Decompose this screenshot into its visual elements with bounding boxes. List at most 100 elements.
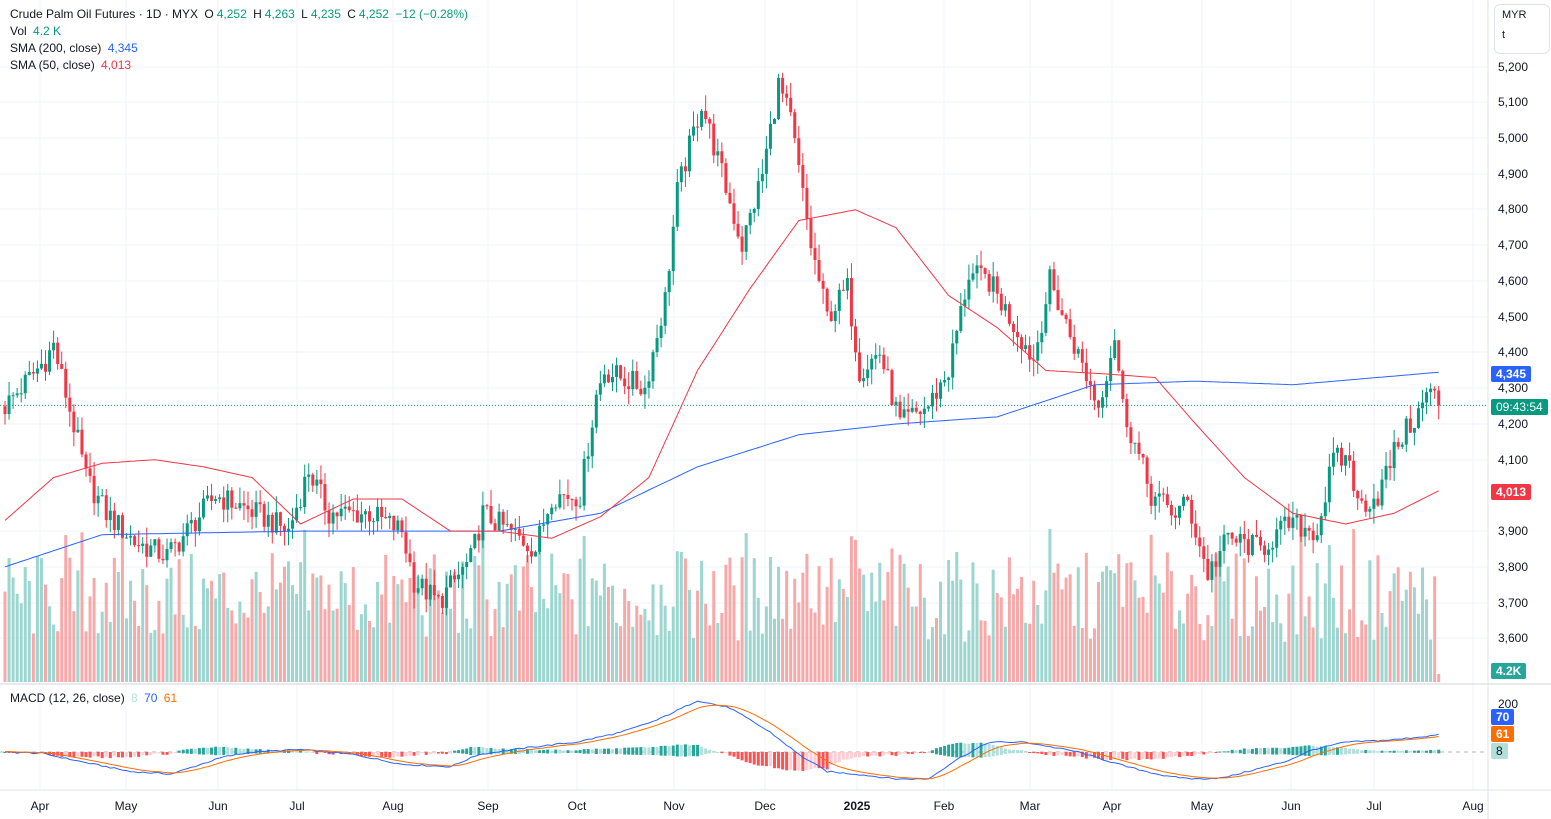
macd-histogram-bar: [80, 752, 84, 757]
candle-body: [173, 542, 177, 544]
candle-body: [331, 512, 335, 524]
macd-histogram-bar: [210, 747, 214, 755]
volume-bar: [687, 589, 691, 682]
macd-histogram-bar: [999, 747, 1003, 755]
candle-body: [578, 505, 582, 507]
candle-body: [643, 387, 647, 395]
candle-body: [534, 551, 538, 557]
candle-body: [862, 378, 866, 382]
candle-body: [1133, 442, 1137, 444]
candle-body: [133, 536, 137, 546]
macd-histogram-bar: [1263, 747, 1267, 755]
volume-bar: [400, 579, 404, 682]
volume-bar: [1303, 616, 1307, 682]
sma50-legend[interactable]: SMA (50, close) 4,013: [10, 58, 134, 72]
currency-unit-button[interactable]: MYR t: [1494, 4, 1550, 54]
macd-histogram-bar: [493, 748, 497, 755]
low-value: 4,235: [310, 7, 341, 21]
macd-histogram-bar: [521, 750, 525, 754]
macd-histogram-bar: [404, 752, 408, 757]
sma200-label: SMA (200, close): [10, 41, 102, 55]
macd-histogram-bar: [696, 744, 700, 757]
price-tick: 3,600: [1498, 631, 1529, 645]
candle-body: [1416, 408, 1420, 428]
volume-bar: [922, 597, 926, 682]
volume-bar: [210, 580, 214, 682]
volume-bar: [262, 612, 266, 682]
candle-body: [303, 476, 307, 508]
volume-bar: [291, 585, 295, 682]
candle-body: [1129, 427, 1133, 444]
countdown-badge: 09:43:54: [1491, 399, 1548, 415]
volume-bar: [1218, 562, 1222, 682]
candle-body: [1433, 388, 1437, 391]
candle-body: [323, 484, 327, 511]
candle-body: [1263, 545, 1267, 555]
candle-body: [60, 363, 64, 369]
macd-histogram-bar: [222, 746, 226, 756]
macd-histogram-bar: [1404, 750, 1408, 754]
candle-body: [987, 273, 991, 292]
candle-body: [125, 537, 128, 539]
volume-bar: [1092, 628, 1096, 682]
volume-bar: [1295, 634, 1299, 682]
volume-bar: [331, 610, 335, 682]
candle-body: [623, 378, 627, 387]
candle-body: [1303, 527, 1307, 537]
macd-legend[interactable]: MACD (12, 26, close) 8 70 61: [10, 691, 180, 705]
volume-bar: [104, 582, 108, 682]
macd-histogram-bar: [655, 746, 659, 756]
candle-body: [189, 520, 193, 524]
macd-histogram-bar: [821, 752, 825, 769]
macd-histogram-bar: [955, 743, 959, 758]
candle-body: [1348, 455, 1352, 461]
candle-body: [1007, 304, 1011, 324]
volume-legend[interactable]: Vol 4.2 K: [10, 24, 64, 38]
macd-histogram-bar: [740, 752, 744, 761]
candle-body: [347, 506, 351, 511]
volume-bar: [108, 621, 112, 682]
candle-body: [11, 395, 15, 397]
volume-bar: [655, 635, 659, 682]
candle-body: [1344, 455, 1348, 466]
candle-body: [141, 543, 145, 546]
volume-bar: [1016, 588, 1019, 682]
macd-histogram-bar: [509, 749, 513, 754]
volume-bar: [197, 629, 201, 682]
volume-bar: [436, 590, 440, 682]
volume-bar: [278, 582, 282, 682]
volume-bar: [611, 585, 614, 682]
macd-histogram-bar: [1016, 750, 1019, 754]
sma200-legend[interactable]: SMA (200, close) 4,345: [10, 41, 141, 55]
candle-body: [1267, 549, 1271, 555]
macd-histogram-bar: [943, 745, 947, 756]
volume-bar: [1412, 587, 1416, 682]
volume-bar: [96, 633, 100, 682]
candle-body: [23, 374, 27, 394]
volume-bar: [31, 633, 35, 682]
volume-bar: [1267, 568, 1271, 682]
macd-histogram-bar: [764, 752, 768, 767]
macd-histogram-bar: [574, 750, 578, 753]
volume-bar: [343, 583, 347, 682]
volume-bar: [189, 553, 193, 682]
candle-body: [530, 551, 533, 557]
volume-bar: [1327, 545, 1331, 682]
volume-bar: [1048, 528, 1052, 682]
candle-body: [1028, 345, 1032, 360]
candle-body: [291, 520, 295, 529]
candle-body: [692, 126, 695, 136]
volume-bar: [449, 608, 452, 682]
time-tick: Sep: [477, 799, 499, 813]
volume-bar: [1149, 534, 1153, 682]
macd-histogram-bar: [570, 750, 574, 753]
volume-bar: [388, 622, 392, 682]
candle-body: [408, 553, 412, 563]
volume-bar: [845, 596, 849, 682]
candle-body: [1340, 447, 1343, 466]
candle-body: [258, 502, 262, 505]
macd-histogram-bar: [250, 749, 254, 754]
macd-histogram-bar: [201, 747, 205, 755]
